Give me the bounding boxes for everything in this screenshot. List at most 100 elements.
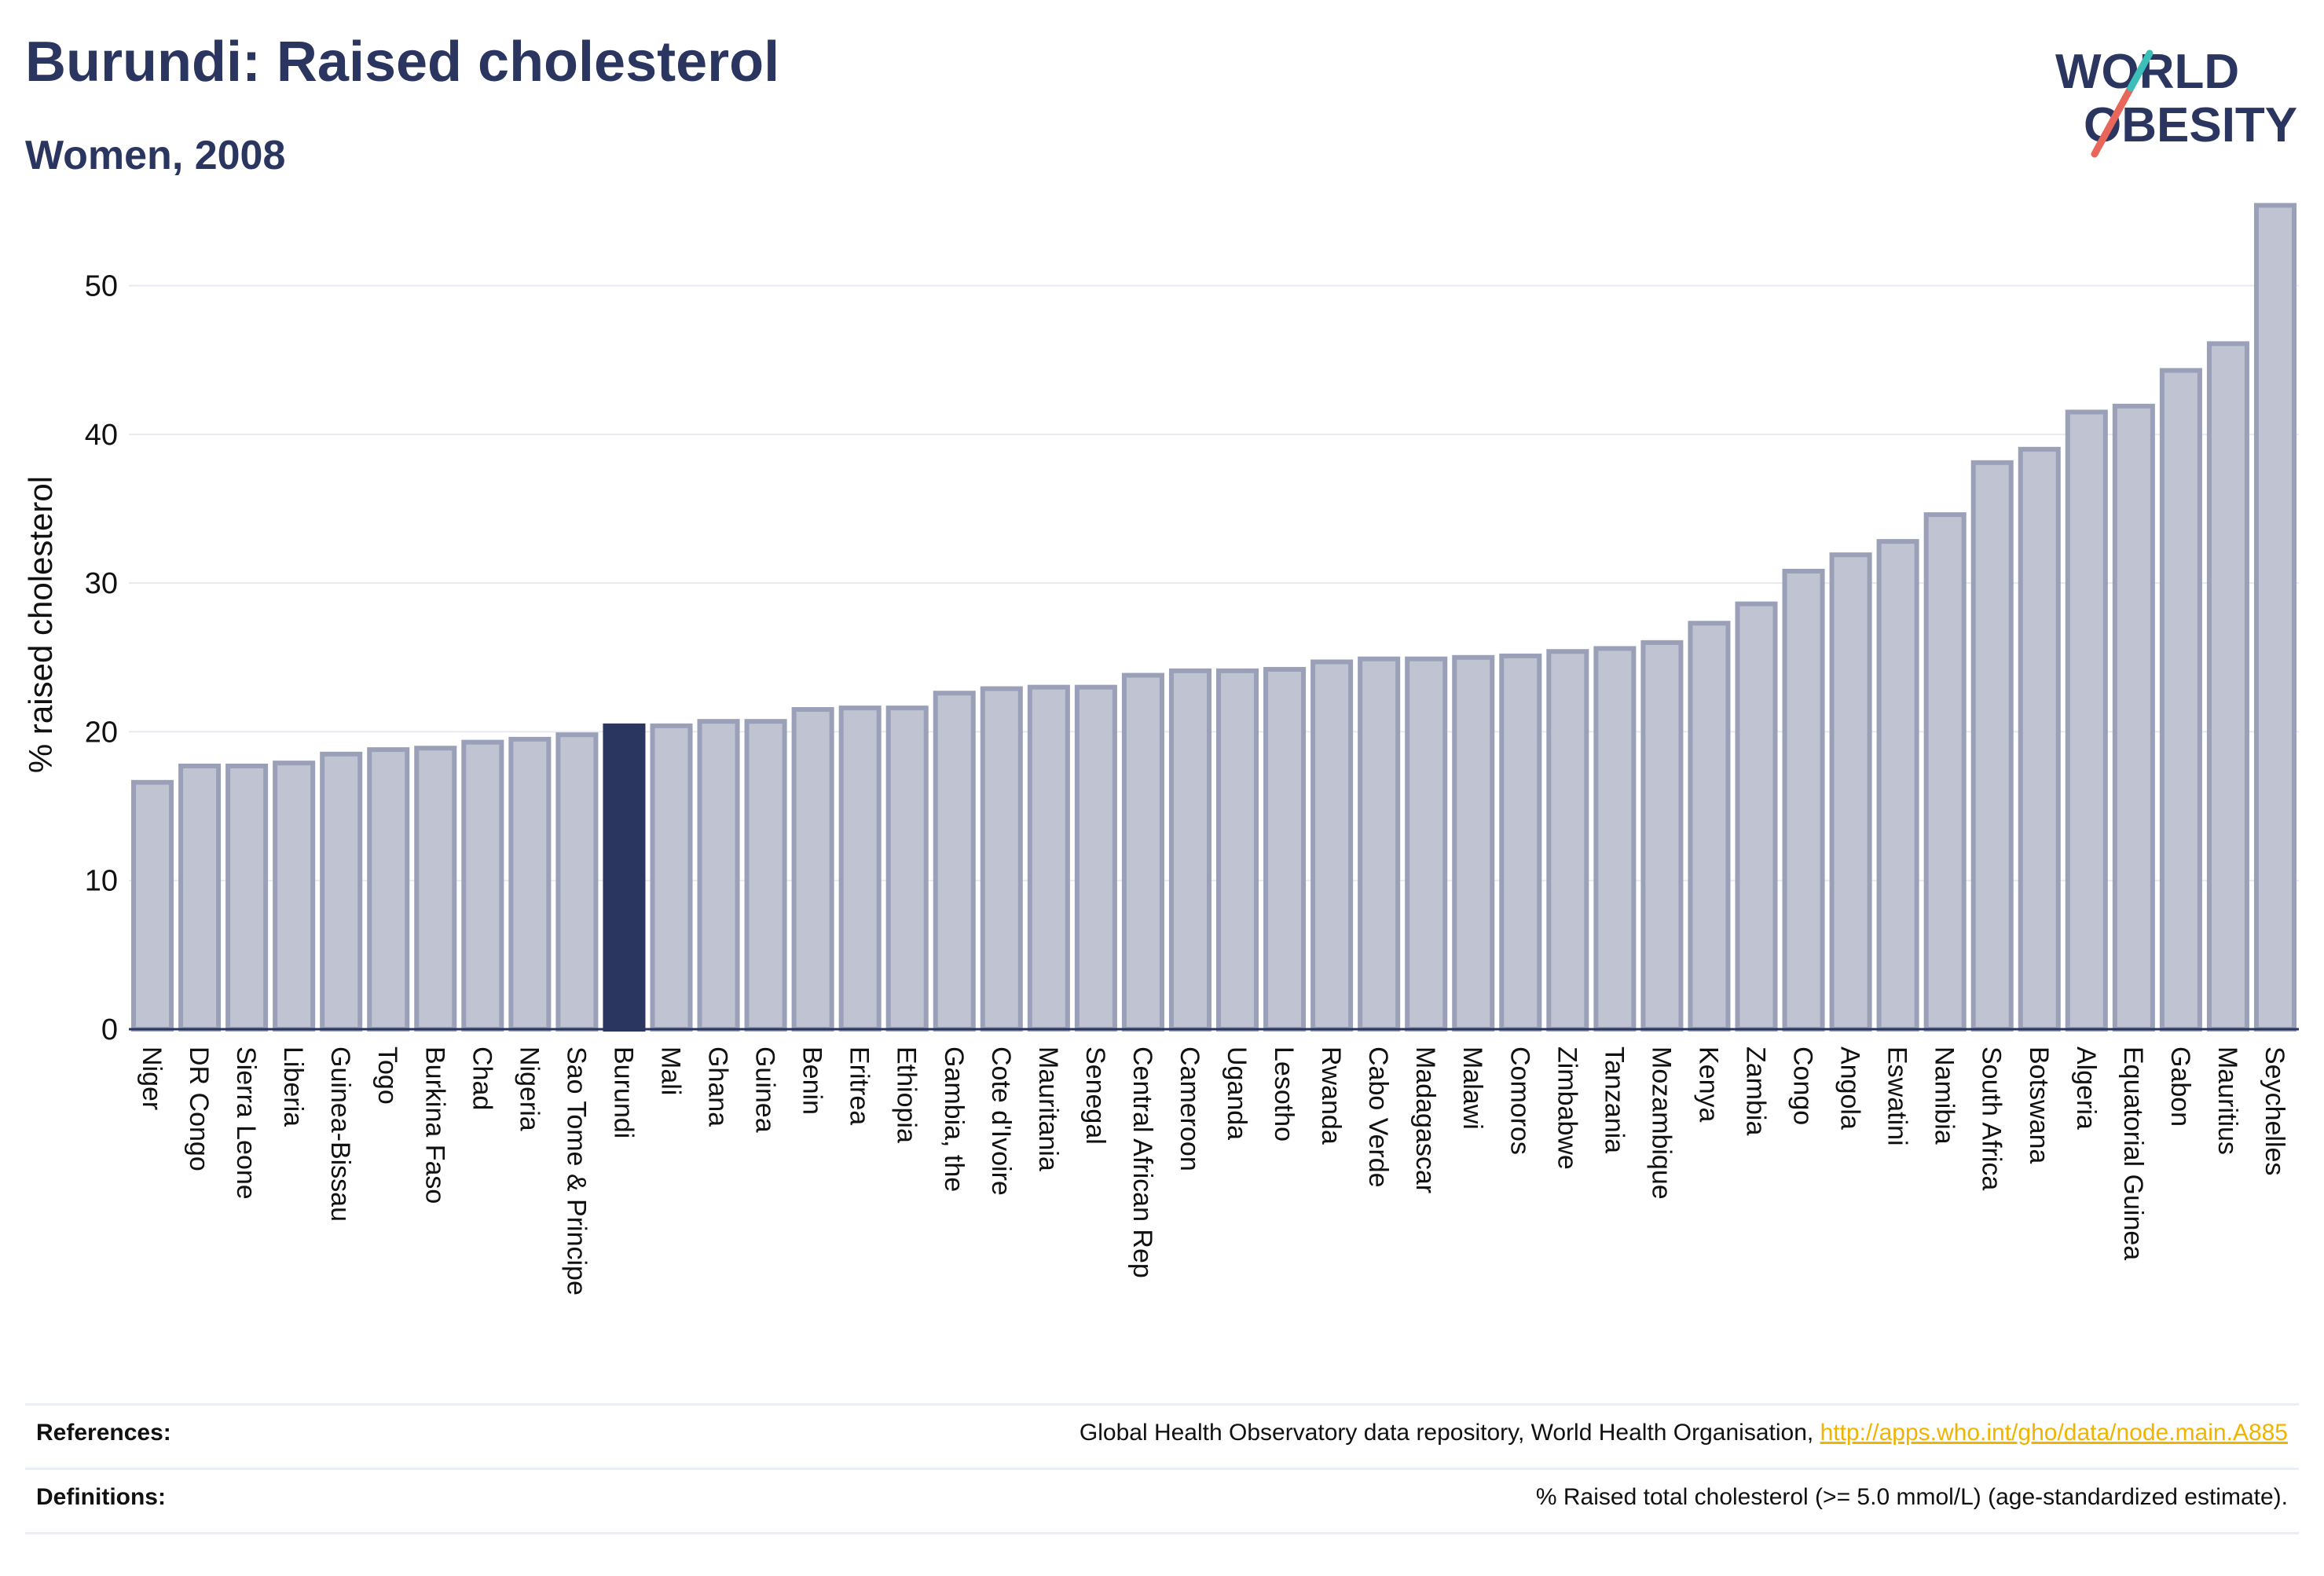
x-tick-label: Namibia <box>1930 1046 1959 1145</box>
x-tick-label: Ethiopia <box>892 1046 922 1143</box>
bar-benin <box>791 707 834 1032</box>
bar-chad <box>461 739 504 1032</box>
bar-uganda <box>1216 668 1259 1032</box>
y-axis-label: % raised cholesterol <box>22 476 59 773</box>
y-tick-label: 40 <box>85 419 118 452</box>
references-value: Global Health Observatory data repositor… <box>1080 1420 2288 1446</box>
x-tick-label: Mauritius <box>2212 1046 2242 1155</box>
bar-eswatini <box>1876 539 1919 1032</box>
x-tick-label: Mali <box>656 1046 686 1095</box>
x-tick-label: DR Congo <box>184 1046 214 1171</box>
logo-slash-red-icon <box>2091 84 2135 158</box>
bar-sao-tome-principe <box>555 732 599 1032</box>
bar-south-africa <box>1970 460 2014 1032</box>
bar-namibia <box>1923 512 1967 1032</box>
bar-congo <box>1782 569 1825 1032</box>
x-tick-label: Niger <box>137 1046 167 1110</box>
references-row: References: Global Health Observatory da… <box>25 1403 2299 1462</box>
x-tick-label: Benin <box>797 1046 827 1115</box>
bar-togo <box>367 747 410 1032</box>
bars <box>131 203 2297 1032</box>
x-tick-label: Liberia <box>278 1046 308 1127</box>
bar-botswana <box>2018 446 2061 1032</box>
x-tick-label: Angola <box>1835 1046 1865 1130</box>
x-tick-label: Mauritania <box>1033 1046 1063 1171</box>
bar-mali <box>650 723 693 1032</box>
chart-subtitle: Women, 2008 <box>25 133 286 178</box>
x-tick-label: Ghana <box>703 1046 733 1127</box>
x-tick-label: Algeria <box>2071 1046 2101 1130</box>
bar-ghana <box>697 719 740 1032</box>
bar-algeria <box>2065 409 2108 1032</box>
x-tick-label: Comoros <box>1505 1046 1534 1155</box>
x-tick-label: Gabon <box>2165 1046 2195 1127</box>
references-link[interactable]: http://apps.who.int/gho/data/node.main.A… <box>1820 1420 2288 1446</box>
x-tick-label: Burkina Faso <box>420 1046 449 1204</box>
bar-guinea <box>744 719 787 1032</box>
x-tick-label: Sao Tome & Principe <box>561 1046 591 1296</box>
bar-nigeria <box>508 736 552 1032</box>
x-tick-label: Senegal <box>1080 1046 1110 1145</box>
x-tick-label: Zimbabwe <box>1552 1046 1582 1170</box>
x-tick-label: Gambia, the <box>939 1046 969 1192</box>
bar-mauritius <box>2206 341 2249 1032</box>
bar-angola <box>1829 552 1872 1032</box>
definitions-row: Definitions: % Raised total cholesterol … <box>25 1468 2299 1527</box>
x-tick-label: Madagascar <box>1410 1046 1440 1193</box>
bar-zambia <box>1735 601 1778 1032</box>
x-tick-label: Mozambique <box>1646 1046 1676 1200</box>
bar-ethiopia <box>885 706 929 1032</box>
references-label: References: <box>36 1420 171 1446</box>
bar-mozambique <box>1640 640 1684 1032</box>
bar-cote-d-ivoire <box>980 686 1023 1032</box>
footer-divider <box>25 1532 2299 1534</box>
bar-mauritania <box>1027 684 1070 1032</box>
x-tick-label: Botswana <box>2024 1046 2054 1164</box>
x-tick-label: Guinea <box>750 1046 780 1133</box>
x-tick-label: Sierra Leone <box>231 1046 261 1200</box>
bar-lesotho <box>1263 666 1307 1032</box>
bar-burkina-faso <box>414 746 457 1032</box>
bar-equatorial-guinea <box>2112 403 2155 1032</box>
x-tick-label: Lesotho <box>1269 1046 1299 1142</box>
x-tick-label: Guinea-Bissau <box>325 1046 355 1222</box>
bar-eritrea <box>838 706 882 1032</box>
bar-rwanda <box>1310 659 1354 1032</box>
bar-liberia <box>273 761 316 1032</box>
bar-comoros <box>1499 653 1542 1032</box>
bar-kenya <box>1688 621 1731 1032</box>
bar-cameroon <box>1168 668 1211 1032</box>
references-text: Global Health Observatory data repositor… <box>1079 1420 1820 1446</box>
bar-guinea-bissau <box>320 751 363 1032</box>
bar-burundi <box>603 723 646 1032</box>
x-tick-label: Chad <box>467 1046 497 1110</box>
x-axis-labels: Niger DR Congo Sierra Leone Liberia Guinea-B… <box>137 1046 2289 1296</box>
x-tick-label: Zambia <box>1741 1046 1771 1135</box>
bar-senegal <box>1074 684 1117 1032</box>
x-tick-label: Eswatini <box>1882 1046 1912 1146</box>
bar-tanzania <box>1593 646 1637 1032</box>
x-tick-label: Burundi <box>608 1046 638 1138</box>
x-tick-label: Congo <box>1788 1046 1818 1125</box>
bar-niger <box>131 779 174 1032</box>
x-tick-label: South Africa <box>1977 1046 2007 1190</box>
y-axis-ticks: 0 10 20 30 40 50 <box>85 270 118 1046</box>
bar-malawi <box>1452 654 1495 1032</box>
x-tick-label: Cabo Verde <box>1363 1046 1393 1188</box>
world-obesity-logo: WORLD OBESITY <box>2055 45 2297 158</box>
x-tick-label: Uganda <box>1222 1046 1252 1140</box>
y-tick-label: 10 <box>85 865 118 898</box>
bar-sierra-leone <box>225 763 269 1032</box>
x-tick-label: Nigeria <box>514 1046 544 1131</box>
bar-gambia-the <box>933 691 976 1032</box>
x-tick-label: Cote d'Ivoire <box>986 1046 1016 1196</box>
definitions-text: % Raised total cholesterol (>= 5.0 mmol/… <box>1535 1484 2288 1510</box>
bar-gabon <box>2159 368 2202 1032</box>
chart-title: Burundi: Raised cholesterol <box>25 31 780 93</box>
x-tick-label: Eritrea <box>845 1046 874 1125</box>
x-tick-label: Malawi <box>1457 1046 1487 1130</box>
y-tick-label: 0 <box>101 1013 118 1046</box>
x-tick-label: Tanzania <box>1599 1046 1629 1153</box>
x-tick-label: Kenya <box>1693 1046 1723 1122</box>
bar-zimbabwe <box>1546 649 1589 1032</box>
